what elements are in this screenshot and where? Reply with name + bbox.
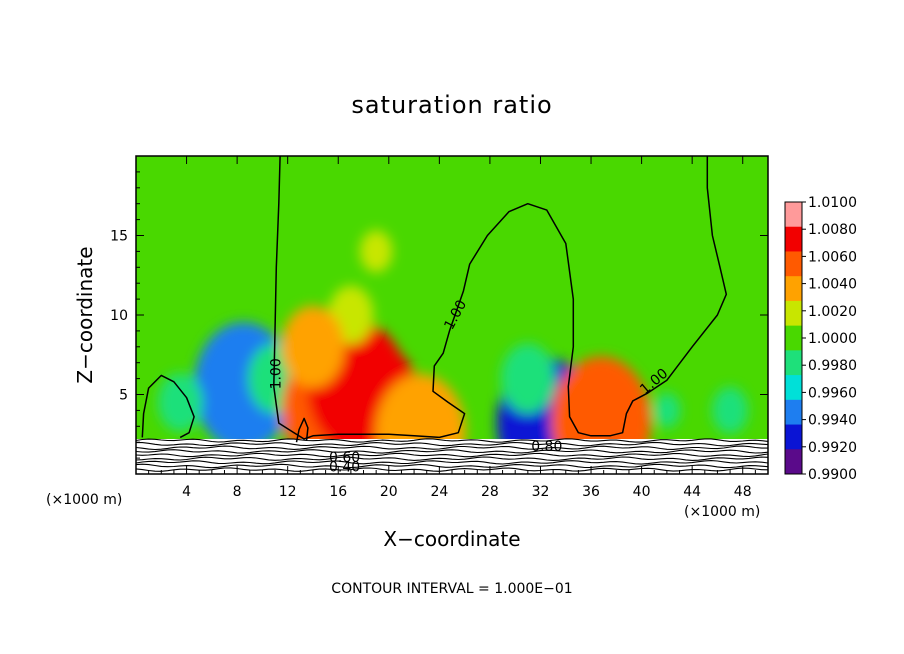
y-tick-label: 5 [119, 388, 128, 404]
surface-contour-line [136, 456, 768, 461]
colorbar-swatch [785, 375, 802, 401]
contour-interval-note: CONTOUR INTERVAL = 1.000E−01 [331, 581, 572, 597]
colorbar-swatch [785, 226, 802, 252]
surface-contour-line [136, 467, 768, 472]
heatmap-cell [359, 230, 393, 273]
heatmap-cell [653, 392, 681, 428]
heatmap-cell [500, 343, 555, 414]
x-unit-left: (×1000 m) [46, 492, 122, 508]
colorbar-label: 0.9940 [808, 413, 857, 429]
x-unit-right: (×1000 m) [684, 504, 760, 520]
surface-contour-line [136, 441, 768, 447]
x-tick-label: 8 [233, 484, 242, 500]
colorbar-label: 0.9960 [808, 385, 857, 401]
contour-line [295, 417, 309, 443]
contour-label: 1.00 [268, 358, 284, 389]
contour-label: 0.60 [329, 450, 360, 466]
x-tick-label: 4 [182, 484, 191, 500]
x-tick-label: 12 [279, 484, 297, 500]
x-tick-label: 28 [481, 484, 499, 500]
colorbar-label: 1.0060 [808, 249, 857, 265]
x-tick-label: 32 [532, 484, 550, 500]
x-tick-label: 16 [329, 484, 347, 500]
colorbar-label: 1.0080 [808, 222, 857, 238]
colorbar-label: 0.9980 [808, 358, 857, 374]
x-axis-title: X−coordinate [383, 527, 520, 551]
colorbar: 1.0100 1.0080 1.0060 1.0040 1.0020 1.0000 0.99… [784, 195, 857, 483]
x-tick-label: 48 [734, 484, 752, 500]
x-tick-label: 44 [683, 484, 701, 500]
surface-contour-line [136, 445, 768, 451]
colorbar-swatch [785, 276, 802, 302]
heatmap-cell [157, 373, 203, 432]
colorbar-swatch [785, 449, 802, 475]
colorbar-swatch [785, 350, 802, 376]
colorbar-swatch [785, 251, 802, 277]
x-tick-label: 20 [380, 484, 398, 500]
contour-line [141, 374, 195, 439]
x-tick-label: 40 [633, 484, 651, 500]
colorbar-swatch [785, 325, 802, 351]
chart-title: saturation ratio [351, 91, 552, 119]
colorbar-label: 0.9920 [808, 440, 857, 456]
surface-contour-line [136, 463, 768, 469]
x-axis: 4 8 12 16 20 24 28 32 36 40 44 48 [148, 156, 756, 500]
colorbar-label: 1.0100 [808, 195, 857, 211]
colorbar-label: 0.9900 [808, 467, 857, 483]
colorbar-label: 1.0000 [808, 331, 857, 347]
colorbar-label: 1.0020 [808, 304, 857, 320]
heatmap-cell [281, 305, 345, 388]
y-tick-label: 15 [110, 229, 128, 245]
contour-line [273, 156, 728, 440]
surface-contour-line [136, 452, 768, 458]
colorbar-swatch [785, 300, 802, 327]
x-tick-label: 36 [582, 484, 600, 500]
plot-area: 1.001.001.000.800.600.40 [135, 155, 769, 476]
surface-contour-line [136, 438, 768, 443]
contour-label: 0.40 [329, 460, 360, 476]
contour-lines [141, 156, 728, 443]
colorbar-swatch [785, 399, 802, 426]
colorbar-label: 1.0040 [808, 277, 857, 293]
y-tick-label: 10 [110, 308, 128, 324]
y-axis: 5 10 15 [110, 171, 768, 459]
surface-contour-line [136, 460, 768, 465]
y-axis-title: Z−coordinate [73, 246, 97, 383]
heatmap-cell [712, 387, 749, 434]
contour-label: 0.80 [531, 439, 562, 455]
colorbar-swatch [785, 202, 802, 228]
colorbar-swatch [785, 424, 802, 450]
surface-contour-line [136, 449, 768, 454]
x-tick-label: 24 [430, 484, 448, 500]
surface-layer [136, 438, 768, 474]
